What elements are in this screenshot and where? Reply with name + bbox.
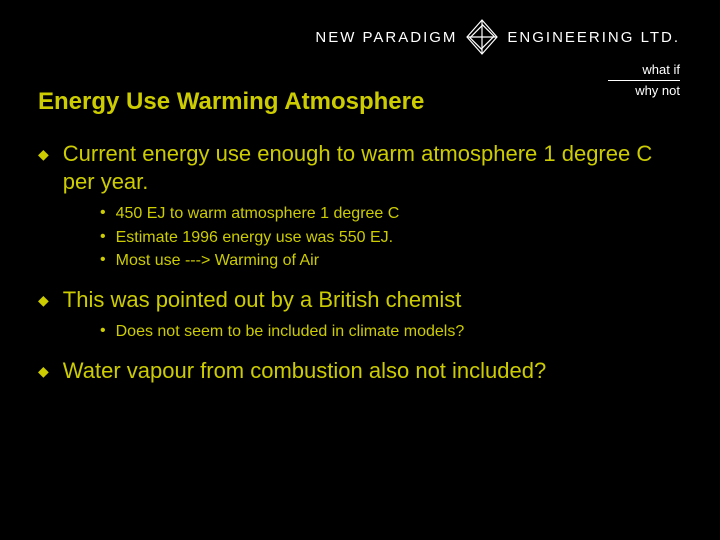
bullet-marker-icon: ◆ [38,363,49,380]
bullet-item: ◆ Current energy use enough to warm atmo… [38,140,682,195]
sub-bullet-text: 450 EJ to warm atmosphere 1 degree C [116,203,400,225]
sub-bullet-marker: • [100,250,106,271]
bullet-text: Water vapour from combustion also not in… [63,357,546,385]
tagline: what if why not [608,62,680,98]
bullet-item: ◆ Water vapour from combustion also not … [38,357,682,385]
tagline-divider [608,80,680,81]
bullet-item: ◆ This was pointed out by a British chem… [38,286,682,314]
tagline-bottom: why not [608,83,680,99]
sub-list: • 450 EJ to warm atmosphere 1 degree C •… [100,203,682,272]
company-header: NEW PARADIGM ENGINEERING LTD. [315,18,680,56]
sub-bullet-item: • Estimate 1996 energy use was 550 EJ. [100,227,682,249]
slide-content: ◆ Current energy use enough to warm atmo… [38,140,682,392]
sub-bullet-text: Most use ---> Warming of Air [116,250,319,272]
sub-bullet-marker: • [100,203,106,224]
bullet-marker-icon: ◆ [38,146,49,163]
tagline-top: what if [608,62,680,78]
company-name-right: ENGINEERING LTD. [507,29,680,46]
sub-list: • Does not seem to be included in climat… [100,321,682,343]
sub-bullet-marker: • [100,321,106,342]
sub-bullet-item: • Does not seem to be included in climat… [100,321,682,343]
sub-bullet-item: • Most use ---> Warming of Air [100,250,682,272]
bullet-text: This was pointed out by a British chemis… [63,286,462,314]
sub-bullet-marker: • [100,227,106,248]
sub-bullet-text: Estimate 1996 energy use was 550 EJ. [116,227,394,249]
slide-title: Energy Use Warming Atmosphere [38,88,424,116]
bullet-text: Current energy use enough to warm atmosp… [63,140,682,195]
company-name-left: NEW PARADIGM [315,29,457,46]
sub-bullet-text: Does not seem to be included in climate … [116,321,465,343]
diamond-logo-icon [463,18,501,56]
sub-bullet-item: • 450 EJ to warm atmosphere 1 degree C [100,203,682,225]
bullet-marker-icon: ◆ [38,292,49,309]
